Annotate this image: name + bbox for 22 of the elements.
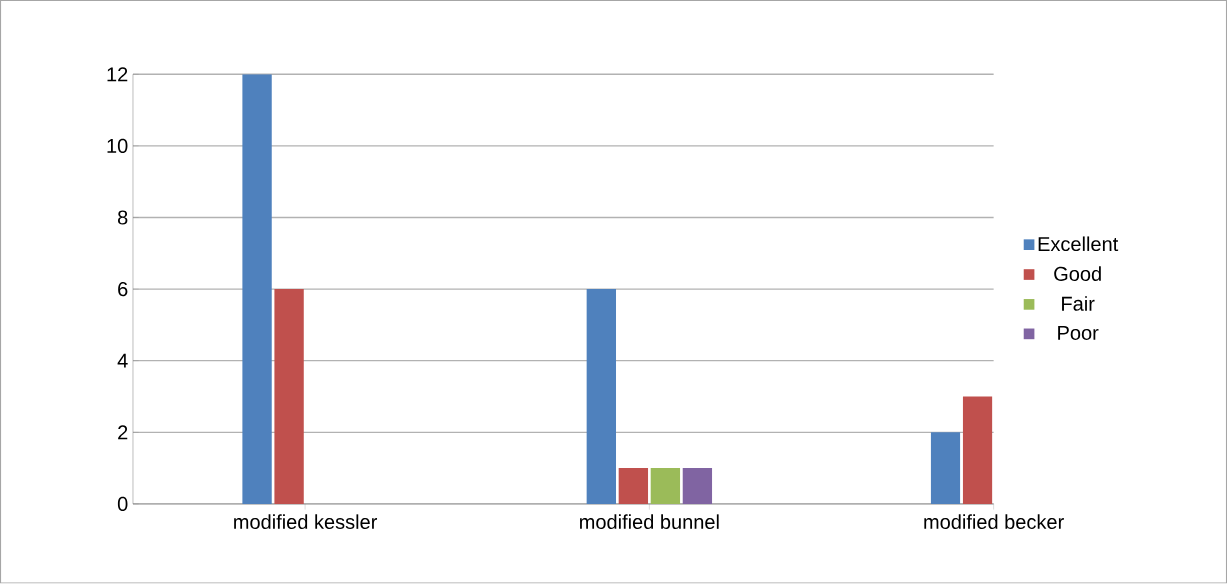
y-tick-label: 10: [107, 139, 128, 154]
bar: [618, 468, 649, 505]
y-tick-label: 4: [117, 354, 128, 368]
legend-label: Good: [1054, 266, 1101, 282]
y-tick-label: 8: [118, 210, 128, 225]
legend-label: Poor: [1058, 326, 1099, 341]
bar: [962, 396, 993, 505]
bar: [242, 74, 272, 505]
bar: [682, 468, 713, 505]
bar: [930, 432, 961, 505]
bar: [650, 468, 681, 505]
x-tick-label: modified kessler: [234, 514, 378, 530]
x-tick-label: modified becker: [924, 514, 1064, 530]
y-tick-label: 12: [107, 67, 128, 82]
legend-label: Excellent: [1038, 236, 1119, 252]
y-tick-label: 6: [118, 282, 128, 297]
y-tick-label: 0: [117, 497, 128, 512]
x-tick-label: modified bunnel: [580, 514, 719, 530]
legend-label: Fair: [1062, 296, 1095, 312]
y-tick-label: 2: [118, 425, 128, 440]
bar: [586, 289, 617, 505]
bar: [274, 289, 304, 505]
